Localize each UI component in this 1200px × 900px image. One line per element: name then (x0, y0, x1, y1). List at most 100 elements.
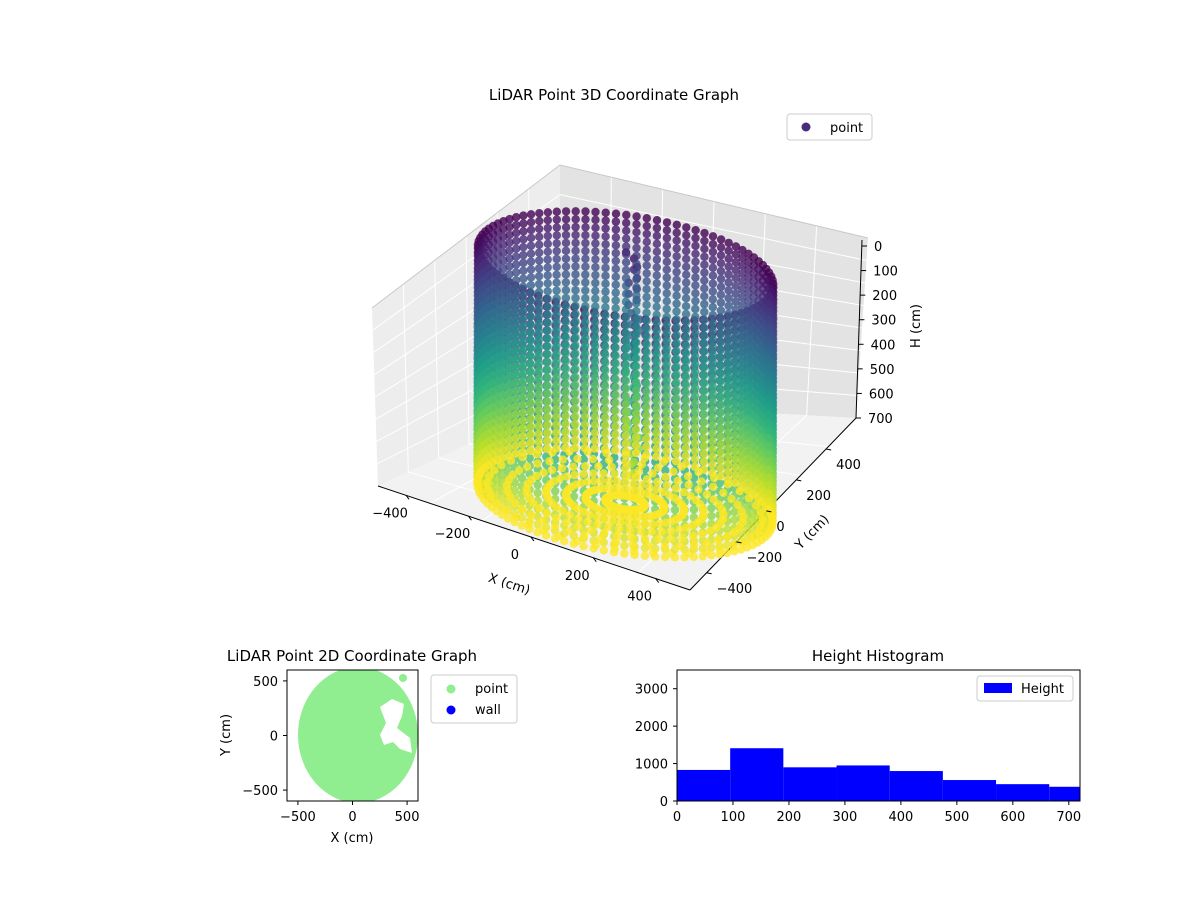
point-marker (543, 294, 552, 304)
point-marker (552, 333, 561, 343)
point-marker (699, 378, 709, 388)
point-marker (658, 499, 667, 508)
point-marker (642, 221, 651, 231)
point-marker (691, 265, 700, 274)
y-tick-label-hist: 2000 (635, 720, 668, 735)
point-marker (738, 269, 747, 278)
point-marker (632, 228, 641, 237)
point-marker (505, 278, 514, 287)
point-marker (571, 341, 580, 350)
point-marker (655, 519, 664, 528)
point-marker (580, 380, 590, 390)
point-marker (675, 541, 685, 551)
point-marker (526, 446, 535, 455)
point-marker (764, 457, 773, 467)
point-marker (708, 358, 717, 367)
point-marker (555, 474, 564, 483)
point-marker (526, 312, 536, 321)
point-marker (708, 271, 718, 280)
point-marker (591, 215, 600, 225)
point-marker (601, 311, 610, 320)
point-marker (543, 263, 552, 272)
point-marker (754, 527, 763, 537)
point-marker (611, 335, 620, 345)
point-marker (716, 274, 726, 284)
point-marker (621, 352, 631, 362)
point-marker (561, 333, 570, 342)
point-marker (621, 313, 631, 322)
point-marker (511, 299, 521, 309)
point-marker (571, 325, 580, 334)
point-marker (691, 304, 700, 314)
y-tick-label: −400 (717, 582, 753, 597)
point-marker (632, 322, 641, 332)
point-marker (552, 294, 561, 303)
point-marker (535, 256, 544, 265)
point-marker (583, 517, 592, 526)
x-tick-label-hist: 700 (1056, 810, 1081, 825)
point-marker (716, 464, 725, 473)
point-marker (764, 284, 774, 293)
point-marker (671, 457, 681, 466)
chart-2d-title: LiDAR Point 2D Coordinate Graph (227, 647, 477, 665)
point-marker (561, 254, 571, 263)
point-marker (672, 370, 681, 379)
y-tick (706, 572, 712, 575)
point-marker (724, 428, 733, 437)
point-marker (526, 249, 536, 258)
y-tick (736, 541, 742, 544)
point-marker (611, 390, 620, 400)
point-marker (739, 538, 749, 547)
point-marker (504, 388, 514, 397)
point-marker (589, 469, 598, 478)
point-marker (724, 341, 733, 350)
point-marker (621, 273, 631, 283)
point-marker (552, 436, 561, 445)
point-marker (601, 271, 610, 280)
point-marker (731, 384, 740, 393)
point-marker (629, 479, 638, 488)
point-marker (621, 415, 630, 425)
point-marker (534, 406, 543, 415)
point-marker (738, 293, 747, 302)
point-marker (672, 283, 681, 293)
point-marker (534, 279, 544, 289)
point-marker (724, 301, 733, 311)
y-tick-label: 400 (836, 458, 861, 473)
legend-histogram: Height (976, 675, 1074, 702)
point-marker (505, 372, 514, 381)
point-marker (571, 286, 580, 295)
point-marker (518, 345, 528, 354)
point-marker (699, 355, 709, 364)
point-marker (681, 388, 691, 398)
point-marker (682, 270, 691, 279)
point-marker (738, 253, 747, 263)
point-marker (691, 320, 700, 329)
point-marker (519, 266, 528, 275)
point-marker (571, 333, 580, 342)
point-marker (642, 403, 651, 412)
point-marker (716, 243, 726, 252)
point-marker (738, 340, 747, 349)
point-marker (708, 326, 717, 336)
point-marker (738, 277, 747, 286)
point-marker (571, 246, 580, 255)
point-marker (592, 512, 602, 522)
point-marker (724, 349, 733, 358)
point-marker (662, 480, 672, 490)
point-marker (700, 315, 709, 325)
point-marker (642, 316, 651, 325)
point-marker (662, 423, 671, 432)
point-marker (552, 254, 561, 264)
point-marker (561, 364, 570, 374)
point-marker (505, 317, 514, 326)
point-marker (561, 349, 570, 358)
point-marker (601, 232, 610, 241)
point-marker (648, 469, 657, 478)
point-marker (724, 238, 733, 248)
point-marker (534, 374, 543, 383)
point-marker (691, 257, 700, 266)
point-marker (511, 252, 521, 261)
point-marker (621, 297, 631, 306)
point-marker (716, 298, 726, 307)
